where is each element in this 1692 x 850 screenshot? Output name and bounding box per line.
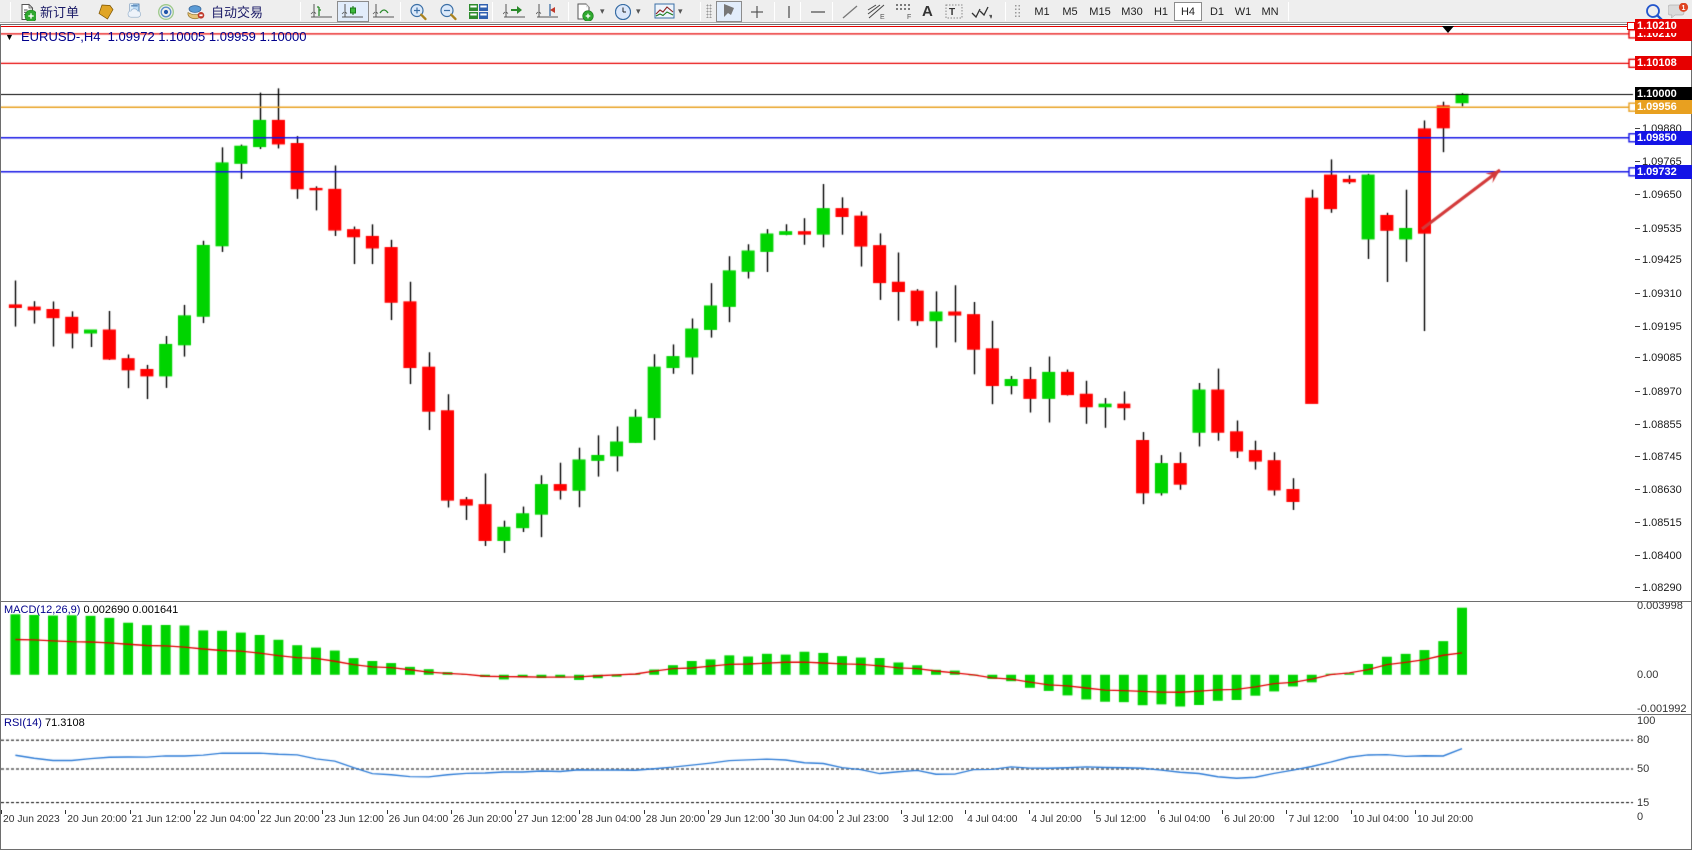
- svg-text:1: 1: [1682, 5, 1686, 12]
- svg-text:E: E: [880, 14, 885, 21]
- svg-text:T: T: [949, 7, 955, 18]
- svg-text:▾: ▾: [989, 12, 992, 21]
- svg-text:F: F: [907, 14, 911, 21]
